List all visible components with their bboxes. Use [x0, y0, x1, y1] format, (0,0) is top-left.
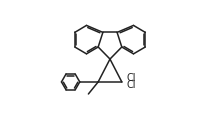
- Text: Cl: Cl: [127, 73, 136, 83]
- Text: Cl: Cl: [127, 80, 136, 90]
